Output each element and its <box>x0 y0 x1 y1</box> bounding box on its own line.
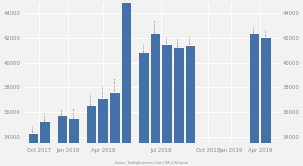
Text: 35418.05: 35418.05 <box>74 106 75 118</box>
Text: 42000: 42000 <box>266 29 267 37</box>
Text: 41380.7: 41380.7 <box>190 34 191 44</box>
Bar <box>162 45 172 166</box>
Bar <box>261 38 271 166</box>
Text: 41464: 41464 <box>167 36 168 43</box>
Text: 34213: 34213 <box>33 125 34 132</box>
Bar <box>110 92 120 166</box>
Text: 41183.8: 41183.8 <box>178 37 179 46</box>
Bar <box>174 48 184 166</box>
Text: 36455.031: 36455.031 <box>91 92 92 105</box>
Bar <box>139 53 149 166</box>
Bar <box>58 116 67 166</box>
Text: 40773.6: 40773.6 <box>143 42 145 52</box>
Bar <box>28 134 38 166</box>
Bar <box>250 34 259 166</box>
Text: 37574.4566: 37574.4566 <box>114 77 115 91</box>
Bar <box>87 106 96 166</box>
Text: 37066.321: 37066.321 <box>103 84 104 97</box>
Text: Source: TradingEconomics.Com | IRR in Rittoman: Source: TradingEconomics.Com | IRR in Ri… <box>115 161 188 165</box>
Bar <box>98 99 108 166</box>
Bar <box>186 46 195 166</box>
Text: 42313.8146: 42313.8146 <box>155 18 156 33</box>
Bar <box>69 119 79 166</box>
Bar <box>151 34 160 166</box>
Text: 42300: 42300 <box>254 25 255 33</box>
Text: 35642: 35642 <box>62 107 63 115</box>
Bar <box>40 122 50 166</box>
Bar <box>122 0 131 166</box>
